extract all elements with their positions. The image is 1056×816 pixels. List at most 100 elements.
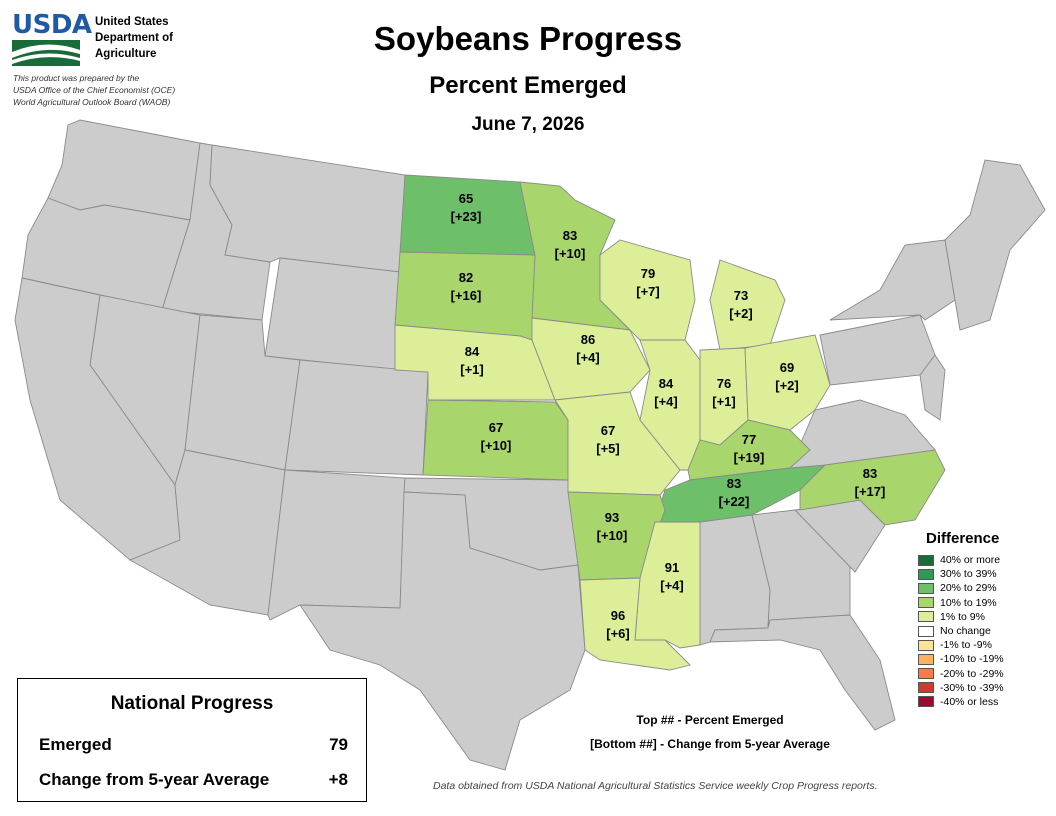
state-value-ks: 67 — [489, 420, 503, 435]
usda-logo-mark-icon — [12, 40, 80, 66]
prepared-line: USDA Office of the Chief Economist (OCE) — [13, 85, 176, 95]
state-diff-ms: [+4] — [660, 578, 683, 593]
state-diff-la: [+6] — [606, 626, 629, 641]
state-nc — [799, 449, 946, 526]
agency-line: Agriculture — [95, 48, 157, 60]
change-label: Change from 5-year Average — [39, 770, 270, 789]
state-value-in: 76 — [717, 376, 731, 391]
state-nj-md — [919, 354, 946, 421]
legend-item: -40% or less — [918, 695, 1048, 709]
legend-label: 30% to 39% — [940, 568, 997, 581]
legend-swatch — [918, 668, 934, 680]
legend-title: Difference — [926, 530, 1000, 547]
prepared-line: This product was prepared by the — [13, 73, 140, 83]
legend-item: 20% to 29% — [918, 581, 1048, 595]
state-nm — [267, 469, 406, 621]
legend-label: -20% to -29% — [940, 667, 1004, 680]
state-value-sd: 82 — [459, 270, 473, 285]
non-reporting-states — [14, 119, 1046, 771]
state-value-wi: 79 — [641, 266, 655, 281]
state-value-ia: 86 — [581, 332, 595, 347]
legend-item: -1% to -9% — [918, 638, 1048, 652]
difference-legend: Difference 40% or more 30% to 39% 20% to 2… — [918, 530, 1048, 709]
reporting-states — [394, 174, 946, 671]
state-wy — [264, 257, 401, 371]
legend-swatch — [918, 653, 934, 665]
legend-swatch — [918, 625, 934, 637]
state-diff-oh: [+2] — [775, 378, 798, 393]
legend-swatch — [918, 696, 934, 708]
data-source-note: Data obtained from USDA National Agricul… — [433, 780, 878, 792]
legend-swatch — [918, 554, 934, 566]
legend-swatch — [918, 568, 934, 580]
legend-item: No change — [918, 624, 1048, 638]
state-diff-ne: [+1] — [460, 362, 483, 377]
legend-label: -30% to -39% — [940, 681, 1004, 694]
legend-item: -30% to -39% — [918, 681, 1048, 695]
prepared-by-note: This product was prepared by the USDA Of… — [13, 72, 175, 108]
state-diff-tn: [+22] — [719, 494, 750, 509]
state-diff-mo: [+5] — [596, 441, 619, 456]
state-value-nd: 65 — [459, 191, 473, 206]
national-progress-box: National Progress Emerged 79 Change from… — [17, 678, 367, 802]
state-value-ar: 93 — [605, 510, 619, 525]
legend-label: -10% to -19% — [940, 653, 1004, 666]
legend-label: -1% to -9% — [940, 639, 992, 652]
map-subtitle: Percent Emerged — [429, 72, 627, 99]
usda-logo-text: USDA — [12, 10, 92, 40]
state-ne-state — [394, 324, 556, 401]
map-title: Soybeans Progress — [373, 20, 683, 57]
agency-line: United States — [95, 16, 169, 28]
legend-label: -40% or less — [940, 695, 999, 708]
legend-item: 30% to 39% — [918, 567, 1048, 581]
emerged-value: 79 — [329, 735, 348, 754]
legend-item: 10% to 19% — [918, 596, 1048, 610]
legend-swatch — [918, 597, 934, 609]
state-diff-ks: [+10] — [481, 438, 512, 453]
legend-swatch — [918, 611, 934, 623]
state-labels: 65 [+23] 83 [+10] 82 [+16] 79 [+7] 73 [+2] 84 [+1] 8… — [451, 191, 886, 641]
state-value-ms: 91 — [665, 560, 679, 575]
prepared-line: World Agricultural Outlook Board (WAOB) — [13, 97, 171, 107]
legend-label: 10% to 19% — [940, 596, 997, 609]
legend-swatch — [918, 682, 934, 694]
report-date: June 7, 2026 — [471, 114, 585, 135]
state-pa — [819, 314, 936, 386]
agency-name: United States Department of Agriculture — [95, 14, 173, 62]
legend-items: 40% or more 30% to 39% 20% to 29% 10% to 19… — [918, 553, 1048, 709]
state-diff-ky: [+19] — [734, 450, 765, 465]
state-ne — [944, 159, 1046, 331]
usda-logo: USDA United States Department of Agricul… — [12, 10, 212, 70]
agency-line: Department of — [95, 32, 173, 44]
state-value-il: 84 — [659, 376, 674, 391]
state-diff-in: [+1] — [712, 394, 735, 409]
state-mo — [554, 391, 681, 496]
legend-item: 40% or more — [918, 553, 1048, 567]
state-diff-mi: [+2] — [729, 306, 752, 321]
state-tx — [299, 491, 586, 771]
state-value-mo: 67 — [601, 423, 615, 438]
legend-label: 40% or more — [940, 554, 1001, 567]
state-diff-nc: [+17] — [855, 484, 886, 499]
state-diff-ia: [+4] — [576, 350, 599, 365]
state-fl — [709, 614, 896, 731]
state-la — [579, 577, 691, 671]
state-value-nc: 83 — [863, 466, 877, 481]
national-progress-title: National Progress — [110, 693, 274, 714]
state-diff-il: [+4] — [654, 394, 677, 409]
label-key-bottom: [Bottom ##] - Change from 5-year Average — [590, 737, 830, 751]
state-mt — [209, 144, 406, 273]
label-key: Top ## - Percent Emerged [Bottom ##] - C… — [530, 708, 890, 756]
legend-label: 20% to 29% — [940, 582, 997, 595]
state-value-mi: 73 — [734, 288, 748, 303]
state-diff-mn: [+10] — [555, 246, 586, 261]
label-key-top: Top ## - Percent Emerged — [636, 713, 784, 727]
state-ny — [829, 239, 956, 321]
state-value-ne: 84 — [465, 344, 480, 359]
state-diff-ar: [+10] — [597, 528, 628, 543]
state-value-tn: 83 — [727, 476, 741, 491]
state-diff-sd: [+16] — [451, 288, 482, 303]
legend-item: 1% to 9% — [918, 610, 1048, 624]
state-value-ky: 77 — [742, 432, 756, 447]
